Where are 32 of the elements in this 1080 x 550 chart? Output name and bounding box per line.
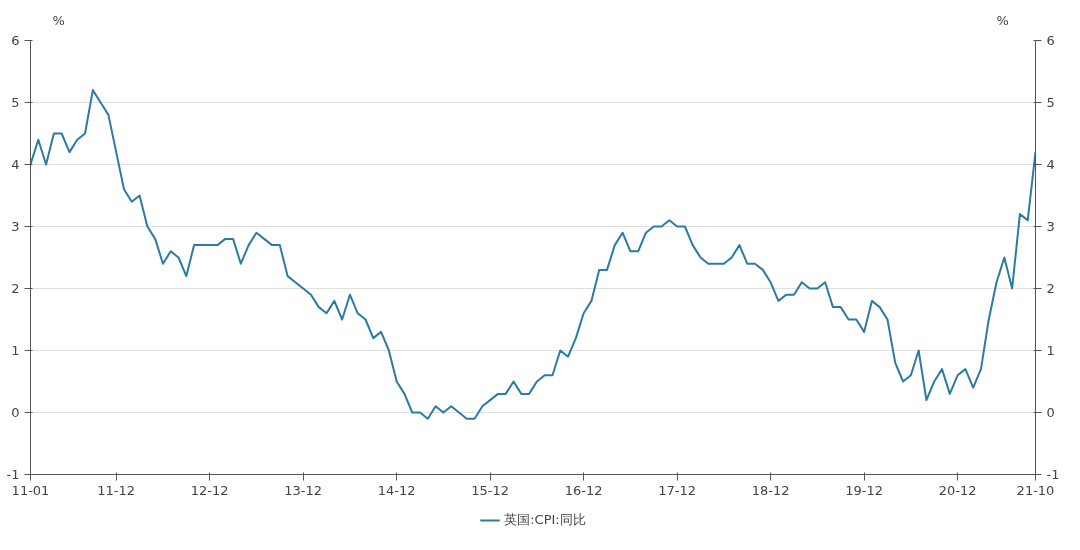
x-tick-label: 20-12 (938, 482, 977, 498)
legend-label: 英国:CPI:同比 (504, 510, 586, 529)
x-tick-label: 14-12 (377, 482, 416, 498)
y2-tick-label: 2 (1046, 281, 1055, 296)
y2-tick-label: 6 (1046, 33, 1055, 48)
y2-tick-label: -1 (1046, 467, 1060, 482)
x-tick-label: 11-01 (11, 482, 50, 498)
y-tick-label: 1 (11, 343, 20, 358)
y-tick-label: 3 (11, 219, 20, 234)
x-tick-label: 12-12 (190, 482, 229, 498)
line-series (30, 89, 1036, 420)
y-tick-label: 6 (11, 33, 20, 48)
x-tick-label: 13-12 (284, 482, 323, 498)
y-tick-label: 0 (11, 405, 20, 420)
x-tick-label: 15-12 (471, 482, 510, 498)
y-tick-label: 4 (11, 157, 20, 172)
x-tick-label: 18-12 (751, 482, 790, 498)
y2-tick-label: 0 (1046, 405, 1055, 420)
y-tick-label: 5 (11, 95, 20, 110)
x-tick-label: 21-10 (1016, 482, 1055, 498)
y2-tick-label: 1 (1046, 343, 1055, 358)
y-tick-label: -1 (6, 467, 20, 482)
y-axis-title: % (52, 12, 65, 28)
y-tick-label: 2 (11, 281, 20, 296)
x-tick-label: 11-12 (97, 482, 136, 498)
x-tick-label: 16-12 (564, 482, 603, 498)
x-tick-label: 19-12 (845, 482, 883, 498)
y2-axis-title: % (996, 12, 1009, 28)
y2-tick-label: 4 (1046, 157, 1055, 172)
x-tick-label: 17-12 (658, 482, 697, 498)
y2-tick-label: 5 (1046, 95, 1055, 110)
y2-tick-label: 3 (1046, 219, 1055, 234)
